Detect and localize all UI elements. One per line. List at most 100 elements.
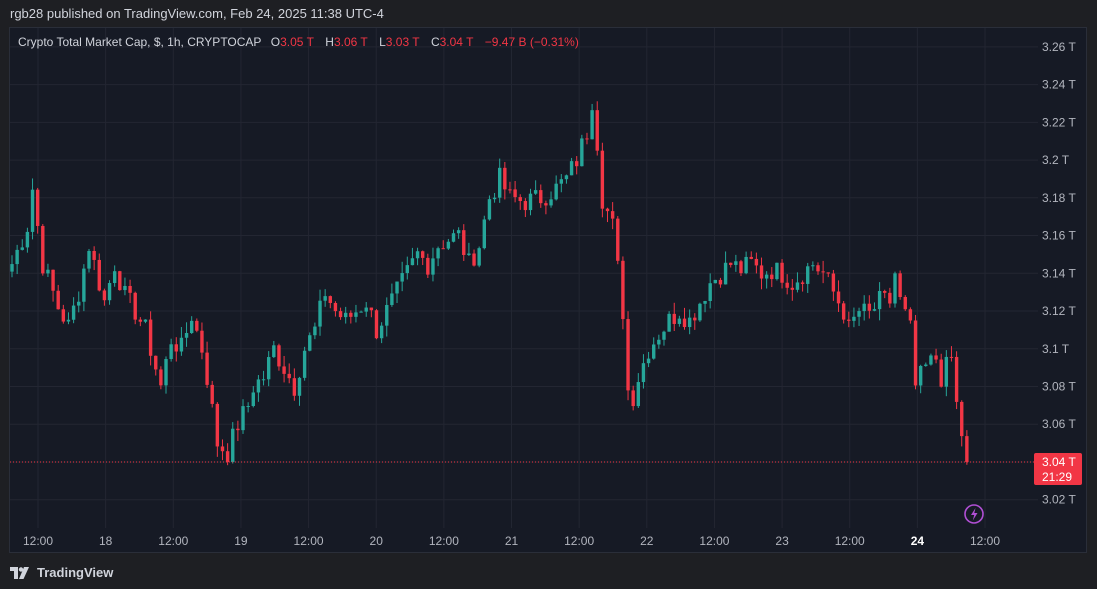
candle-body: [138, 319, 143, 322]
candle-body: [636, 382, 641, 407]
candle-body: [528, 193, 533, 211]
high-key: H: [325, 35, 334, 49]
candle-body: [539, 190, 543, 204]
candle-body: [518, 197, 522, 202]
candle-body: [826, 272, 830, 274]
candle-body: [174, 344, 178, 352]
candle-body: [35, 189, 40, 226]
y-tick-label: 3.08 T: [1042, 379, 1076, 393]
y-tick-label: 3.14 T: [1042, 266, 1076, 280]
candle-body: [426, 257, 430, 275]
candle-body: [128, 285, 132, 293]
candle-body: [780, 262, 784, 283]
high-value: 3.06 T: [333, 35, 368, 49]
x-tick-label: 12:00: [970, 534, 1000, 548]
candle-body: [693, 317, 697, 321]
candle-body: [369, 307, 374, 311]
candle-body: [379, 325, 384, 339]
candle-body: [564, 175, 569, 180]
candle-body: [41, 225, 45, 274]
y-tick-label: 3.22 T: [1042, 115, 1076, 129]
candle-body: [118, 271, 122, 291]
candles: [10, 101, 969, 466]
candle-body: [71, 305, 76, 320]
candle-body: [328, 296, 332, 303]
candle-body: [575, 161, 579, 167]
x-tick-label: 19: [234, 534, 248, 548]
candle-body: [498, 167, 502, 198]
countdown-text: 21:29: [1042, 470, 1072, 484]
candle-body: [441, 248, 445, 250]
candle-body: [893, 273, 897, 304]
candle-body: [436, 248, 440, 259]
x-tick-label: 22: [640, 534, 654, 548]
candle-body: [918, 365, 923, 386]
symbol-title[interactable]: Crypto Total Market Cap, $, 1h, CRYPTOCA…: [18, 35, 262, 49]
candle-body: [343, 312, 348, 318]
candle-body: [713, 279, 718, 284]
candle-body: [292, 378, 297, 396]
candle-body: [749, 256, 753, 259]
candle-body: [451, 233, 456, 242]
chart-panel[interactable]: [9, 27, 1087, 553]
candle-body: [867, 303, 872, 311]
open-key: O: [270, 35, 281, 49]
candle-body: [395, 281, 399, 294]
candle-body: [200, 330, 204, 353]
candle-body: [323, 296, 327, 301]
candle-body: [847, 319, 851, 321]
candle-body: [718, 279, 723, 285]
candle-body: [236, 428, 240, 431]
candle-body: [302, 350, 307, 378]
candle-body: [400, 273, 404, 282]
candle-body: [862, 303, 866, 312]
candle-body: [610, 211, 615, 219]
candle-body: [456, 230, 461, 234]
candle-body: [164, 359, 168, 386]
x-tick-label: 12:00: [158, 534, 188, 548]
published-caption: rgb28 published on TradingView.com, Feb …: [10, 6, 384, 21]
candle-body: [256, 379, 261, 393]
footer-brand[interactable]: TradingView: [10, 565, 113, 580]
candle-body: [272, 345, 276, 358]
candle-body: [15, 249, 19, 265]
candle-body: [195, 320, 199, 331]
candle-body: [734, 261, 738, 265]
candle-body: [313, 326, 317, 336]
candle-body: [616, 218, 620, 261]
candle-body: [241, 406, 245, 431]
candle-body: [600, 150, 605, 209]
y-tick-label: 3.24 T: [1042, 78, 1076, 92]
candle-body: [462, 230, 466, 255]
chart-grid: [10, 28, 1038, 528]
candle-body: [374, 310, 379, 339]
candle-body: [287, 373, 291, 379]
candle-body: [872, 309, 877, 311]
y-tick-label: 3.2 T: [1042, 153, 1070, 167]
candle-body: [102, 290, 107, 301]
candle-body: [708, 283, 712, 302]
candle-body: [944, 356, 949, 387]
candle-body: [184, 333, 189, 338]
candle-body: [929, 355, 933, 365]
candle-body: [559, 179, 564, 184]
candle-body: [20, 247, 24, 250]
candle-body: [533, 190, 538, 194]
candle-body: [266, 357, 271, 380]
candle-body: [764, 274, 769, 279]
candle-body: [390, 293, 394, 305]
candle-body: [472, 253, 476, 266]
candle-body: [477, 248, 481, 266]
candle-body: [698, 303, 702, 321]
candle-body: [687, 317, 692, 328]
candle-body: [908, 309, 913, 321]
y-tick-label: 3.26 T: [1042, 40, 1076, 54]
candle-body: [811, 265, 815, 267]
candle-body: [641, 363, 646, 383]
candle-body: [487, 199, 492, 220]
candle-body: [754, 258, 759, 266]
lightning-icon[interactable]: [964, 504, 984, 524]
change-value: −9.47 B (−0.31%): [484, 35, 579, 49]
candle-body: [467, 253, 471, 255]
